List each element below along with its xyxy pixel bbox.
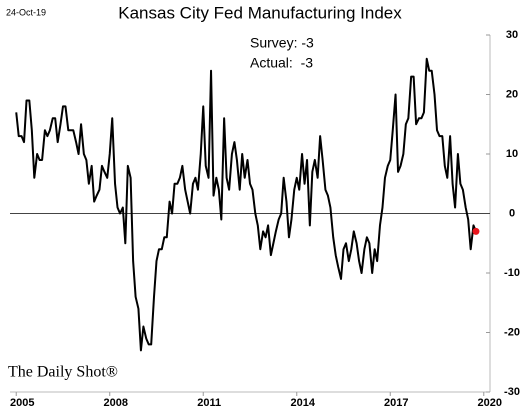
y-tick-label: -10 <box>504 267 520 279</box>
x-tick-label: 2005 <box>10 397 34 409</box>
watermark: The Daily Shot® <box>8 364 118 381</box>
y-tick-label: 10 <box>506 148 518 160</box>
y-tick-label: 20 <box>506 88 518 100</box>
data-line <box>15 57 477 352</box>
x-tick-label: 2008 <box>103 397 127 409</box>
y-tick-label: 30 <box>506 29 518 41</box>
x-tick-label: 2017 <box>384 397 408 409</box>
date-label: 24-Oct-19 <box>6 7 46 17</box>
highlight-point <box>472 227 480 235</box>
x-tick-label: 2014 <box>291 397 316 409</box>
y-tick-label: 0 <box>509 207 515 219</box>
chart-title: Kansas City Fed Manufacturing Index <box>118 3 402 22</box>
annotation: Actual: -3 <box>250 55 313 71</box>
x-tick-label: 2020 <box>478 397 502 409</box>
x-tick-label: 2011 <box>197 397 221 409</box>
annotation: Survey: -3 <box>250 35 314 51</box>
y-tick-label: -30 <box>504 386 520 398</box>
y-tick-label: -20 <box>504 326 520 338</box>
